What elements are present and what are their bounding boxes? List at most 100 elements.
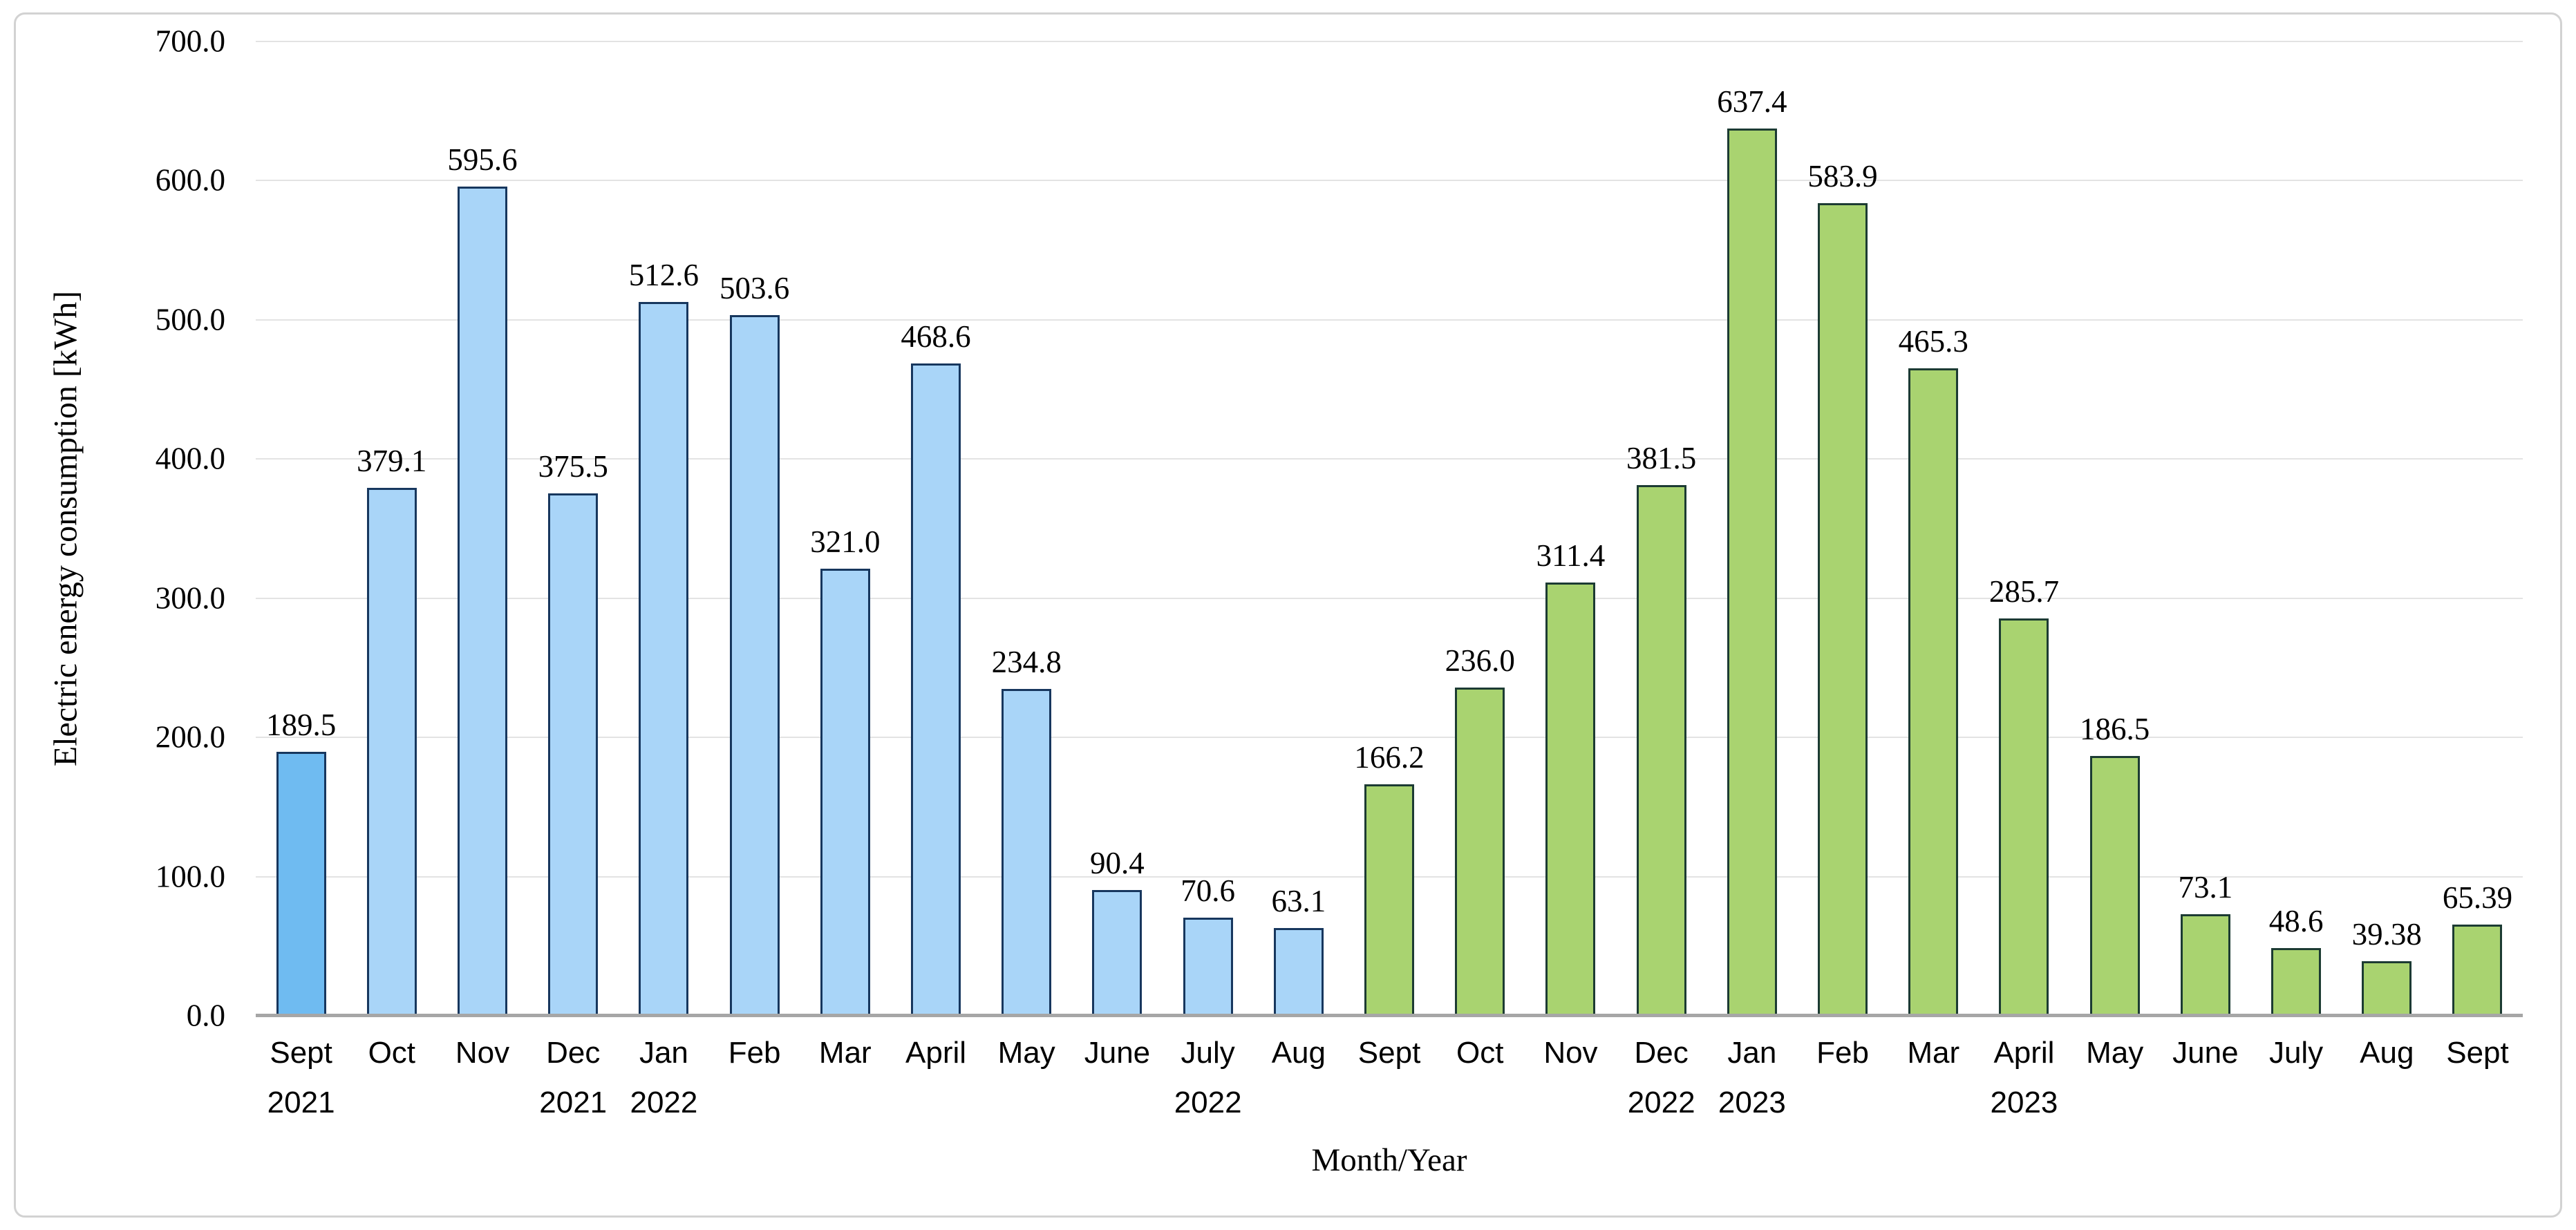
x-tick-label: June bbox=[1072, 1035, 1163, 1121]
x-tick-month: June bbox=[1084, 1036, 1151, 1070]
bar-slot-oct: 236.0 bbox=[1435, 41, 1525, 1016]
x-tick-year bbox=[2250, 1085, 2341, 1121]
x-tick-label: May bbox=[2069, 1035, 2160, 1121]
bar bbox=[1183, 917, 1233, 1016]
x-tick-label: Nov bbox=[1525, 1035, 1616, 1121]
x-tick-month: April bbox=[1993, 1036, 2055, 1070]
x-tick-month: Mar bbox=[1907, 1036, 1960, 1070]
x-tick-month: Sept bbox=[2446, 1036, 2509, 1070]
x-tick-label: Dec 2021 bbox=[528, 1035, 619, 1121]
bar bbox=[366, 488, 417, 1016]
x-tick-month: April bbox=[905, 1036, 967, 1070]
x-tick-month: July bbox=[2268, 1036, 2324, 1070]
bar bbox=[911, 363, 961, 1016]
x-tick-label: Jan 2022 bbox=[619, 1035, 709, 1121]
x-tick-year bbox=[709, 1085, 800, 1121]
x-tick-month: Aug bbox=[1271, 1036, 1326, 1070]
bar-value-label: 90.4 bbox=[1090, 845, 1145, 880]
x-tick-month: Feb bbox=[1816, 1036, 1869, 1070]
bar bbox=[1636, 484, 1686, 1016]
bar bbox=[1273, 927, 1324, 1016]
x-tick-year bbox=[1888, 1085, 1979, 1121]
x-tick-label: Dec 2022 bbox=[1616, 1035, 1707, 1121]
x-tick-year bbox=[1344, 1085, 1434, 1121]
y-tick-label: 500.0 bbox=[155, 302, 225, 337]
x-tick-year bbox=[2432, 1085, 2523, 1121]
bar-slot-sept: 65.39 bbox=[2432, 41, 2523, 1016]
bar-value-label: 381.5 bbox=[1626, 440, 1697, 475]
gridline bbox=[256, 41, 2523, 42]
x-tick-label: Oct bbox=[346, 1035, 437, 1121]
x-axis-category-labels: Sept 2021 Oct Nov Dec 2021 Jan 2022 Feb Mar April M… bbox=[256, 1035, 2523, 1121]
gridline bbox=[256, 180, 2523, 182]
bar-value-label: 468.6 bbox=[901, 319, 971, 354]
bar bbox=[639, 302, 689, 1016]
bar-slot-nov: 311.4 bbox=[1525, 41, 1616, 1016]
x-tick-month: Oct bbox=[368, 1036, 416, 1070]
x-tick-label: April bbox=[890, 1035, 981, 1121]
bar-slot-mar: 465.3 bbox=[1888, 41, 1979, 1016]
x-tick-label: Sept 2021 bbox=[256, 1035, 346, 1121]
bar-slot-dec-2021: 375.5 bbox=[528, 41, 619, 1016]
plot-area: 189.5 379.1 595.6 375.5 512.6 503.6 321.0 468.6… bbox=[256, 41, 2523, 1017]
x-tick-year bbox=[346, 1085, 437, 1121]
bar bbox=[458, 187, 507, 1016]
bar bbox=[1999, 618, 2049, 1016]
x-tick-label: Oct bbox=[1435, 1035, 1525, 1121]
bar-value-label: 65.39 bbox=[2442, 880, 2513, 916]
x-tick-year bbox=[890, 1085, 981, 1121]
bar-value-label: 637.4 bbox=[1717, 84, 1787, 120]
bar-slot-oct: 379.1 bbox=[346, 41, 437, 1016]
x-tick-label: Aug bbox=[1253, 1035, 1344, 1121]
bar-slot-jan-2022: 512.6 bbox=[619, 41, 709, 1016]
x-tick-month: Sept bbox=[1357, 1036, 1421, 1070]
x-tick-month: June bbox=[2172, 1036, 2239, 1070]
x-tick-year: 2021 bbox=[267, 1086, 335, 1119]
x-tick-label: May bbox=[981, 1035, 1072, 1121]
x-tick-month: May bbox=[2086, 1036, 2144, 1070]
bar bbox=[1727, 129, 1777, 1016]
bars-container: 189.5 379.1 595.6 375.5 512.6 503.6 321.0 468.6… bbox=[256, 41, 2523, 1016]
bar bbox=[1364, 784, 1415, 1016]
bar bbox=[2452, 925, 2503, 1016]
bar-slot-mar: 321.0 bbox=[800, 41, 890, 1016]
x-tick-month: Oct bbox=[1456, 1036, 1504, 1070]
gridline bbox=[256, 737, 2523, 739]
bar-value-label: 236.0 bbox=[1445, 643, 1515, 678]
x-tick-label: Feb bbox=[1797, 1035, 1888, 1121]
bar-slot-dec-2022: 381.5 bbox=[1616, 41, 1707, 1016]
x-tick-year bbox=[1072, 1085, 1163, 1121]
bar bbox=[2271, 948, 2322, 1016]
bar-value-label: 63.1 bbox=[1271, 883, 1326, 918]
x-axis-title: Month/Year bbox=[1311, 1142, 1467, 1178]
bar-slot-feb: 503.6 bbox=[709, 41, 800, 1016]
bar bbox=[1818, 202, 1868, 1016]
x-tick-year: 2023 bbox=[1990, 1086, 2058, 1119]
y-tick-label: 400.0 bbox=[155, 441, 225, 476]
y-tick-label: 100.0 bbox=[155, 859, 225, 894]
x-tick-year bbox=[800, 1085, 890, 1121]
bar-slot-july: 48.6 bbox=[2250, 41, 2341, 1016]
y-tick-label: 200.0 bbox=[155, 719, 225, 755]
bar-value-label: 375.5 bbox=[538, 448, 608, 484]
bar-slot-may: 234.8 bbox=[981, 41, 1072, 1016]
x-tick-month: Dec bbox=[1634, 1036, 1689, 1070]
x-tick-year bbox=[1435, 1085, 1525, 1121]
bar bbox=[729, 314, 780, 1016]
bar-value-label: 583.9 bbox=[1807, 158, 1878, 193]
bar bbox=[2180, 914, 2230, 1016]
x-tick-year bbox=[1797, 1085, 1888, 1121]
x-tick-label: June bbox=[2160, 1035, 2250, 1121]
x-tick-year bbox=[1525, 1085, 1616, 1121]
x-tick-year bbox=[437, 1085, 527, 1121]
bar bbox=[1908, 368, 1959, 1016]
bar-value-label: 186.5 bbox=[2080, 712, 2150, 747]
bar-value-label: 234.8 bbox=[991, 645, 1062, 680]
bar-slot-sept-2021: 189.5 bbox=[256, 41, 346, 1016]
bar-slot-may: 186.5 bbox=[2069, 41, 2160, 1016]
x-tick-label: Sept bbox=[1344, 1035, 1434, 1121]
bar-slot-july-2022: 70.6 bbox=[1163, 41, 1253, 1016]
x-tick-year: 2021 bbox=[539, 1086, 608, 1119]
x-axis-line bbox=[256, 1014, 2523, 1017]
